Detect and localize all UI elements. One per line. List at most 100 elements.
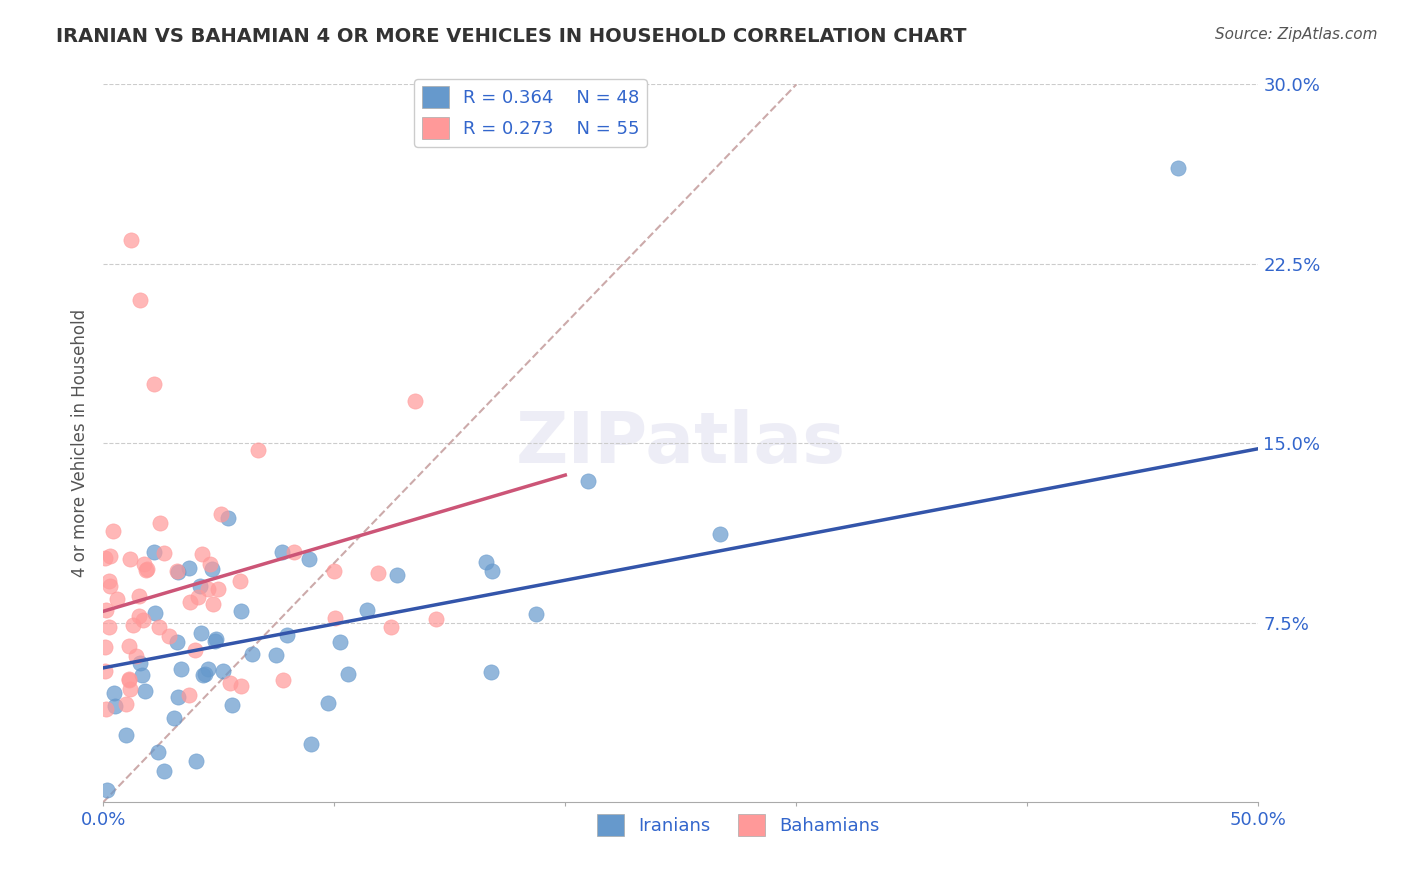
Point bbox=[134, 684, 156, 698]
Point bbox=[1167, 161, 1189, 176]
Text: IRANIAN VS BAHAMIAN 4 OR MORE VEHICLES IN HOUSEHOLD CORRELATION CHART: IRANIAN VS BAHAMIAN 4 OR MORE VEHICLES I… bbox=[56, 27, 967, 45]
Point bbox=[128, 589, 150, 603]
Point bbox=[120, 551, 142, 566]
Point bbox=[276, 628, 298, 642]
Point bbox=[100, 579, 122, 593]
Point bbox=[231, 680, 253, 694]
Point bbox=[142, 545, 165, 559]
Point bbox=[98, 620, 121, 634]
Point bbox=[134, 557, 156, 571]
Point bbox=[128, 608, 150, 623]
Point bbox=[194, 666, 217, 681]
Point bbox=[115, 698, 138, 712]
Point bbox=[145, 606, 167, 620]
Point bbox=[115, 728, 138, 742]
Point bbox=[266, 648, 288, 662]
Point bbox=[136, 562, 159, 576]
Point bbox=[197, 662, 219, 676]
Point bbox=[152, 547, 174, 561]
Point bbox=[316, 697, 339, 711]
Point bbox=[576, 474, 599, 488]
Point bbox=[217, 510, 239, 524]
Point bbox=[186, 754, 208, 768]
Point bbox=[204, 633, 226, 648]
Point bbox=[167, 565, 190, 579]
Point bbox=[96, 702, 118, 716]
Point bbox=[323, 611, 346, 625]
Point bbox=[229, 574, 252, 588]
Point bbox=[170, 662, 193, 676]
Point bbox=[709, 526, 731, 541]
Point bbox=[129, 656, 152, 670]
Point bbox=[101, 524, 124, 538]
Point bbox=[96, 782, 118, 797]
Point bbox=[190, 579, 212, 593]
Point bbox=[118, 673, 141, 688]
Point bbox=[118, 672, 141, 686]
Point bbox=[197, 582, 219, 596]
Point bbox=[479, 665, 502, 680]
Point bbox=[122, 617, 145, 632]
Point bbox=[202, 597, 225, 611]
Point bbox=[201, 562, 224, 576]
Point bbox=[212, 664, 235, 678]
Point bbox=[207, 582, 229, 597]
Point bbox=[187, 590, 209, 604]
Point bbox=[219, 675, 242, 690]
Point bbox=[271, 673, 294, 687]
Point bbox=[184, 643, 207, 657]
Point bbox=[380, 620, 402, 634]
Point bbox=[166, 635, 188, 649]
Point bbox=[190, 625, 212, 640]
Point bbox=[481, 564, 503, 578]
Point bbox=[149, 516, 172, 530]
Point bbox=[524, 607, 547, 622]
Point bbox=[271, 545, 294, 559]
Point bbox=[157, 629, 180, 643]
Point bbox=[94, 602, 117, 616]
Point bbox=[118, 639, 141, 653]
Point bbox=[94, 550, 117, 565]
Point bbox=[131, 667, 153, 681]
Point bbox=[166, 564, 188, 578]
Point bbox=[200, 558, 222, 572]
Point bbox=[179, 595, 201, 609]
Point bbox=[120, 682, 142, 697]
Point bbox=[211, 508, 233, 522]
Text: ZIPatlas: ZIPatlas bbox=[516, 409, 846, 478]
Point bbox=[247, 443, 270, 458]
Point bbox=[135, 563, 157, 577]
Point bbox=[356, 603, 378, 617]
Point bbox=[323, 564, 346, 578]
Point bbox=[177, 689, 200, 703]
Point bbox=[179, 561, 201, 575]
Point bbox=[129, 293, 152, 307]
Point bbox=[240, 647, 263, 661]
Point bbox=[148, 619, 170, 633]
Point bbox=[125, 649, 148, 664]
Legend: Iranians, Bahamians: Iranians, Bahamians bbox=[591, 807, 887, 844]
Text: Source: ZipAtlas.com: Source: ZipAtlas.com bbox=[1215, 27, 1378, 42]
Point bbox=[162, 711, 184, 725]
Point bbox=[299, 737, 322, 751]
Point bbox=[153, 764, 176, 778]
Point bbox=[283, 545, 305, 559]
Point bbox=[104, 698, 127, 713]
Point bbox=[475, 555, 498, 569]
Point bbox=[329, 635, 352, 649]
Point bbox=[404, 394, 426, 409]
Y-axis label: 4 or more Vehicles in Household: 4 or more Vehicles in Household bbox=[72, 310, 89, 577]
Point bbox=[143, 376, 166, 391]
Point bbox=[131, 613, 153, 627]
Point bbox=[298, 552, 321, 566]
Point bbox=[387, 568, 409, 582]
Point bbox=[204, 632, 226, 646]
Point bbox=[105, 592, 128, 607]
Point bbox=[94, 664, 117, 678]
Point bbox=[425, 612, 447, 626]
Point bbox=[221, 698, 243, 712]
Point bbox=[120, 233, 142, 247]
Point bbox=[229, 604, 252, 618]
Point bbox=[191, 547, 214, 561]
Point bbox=[146, 745, 169, 759]
